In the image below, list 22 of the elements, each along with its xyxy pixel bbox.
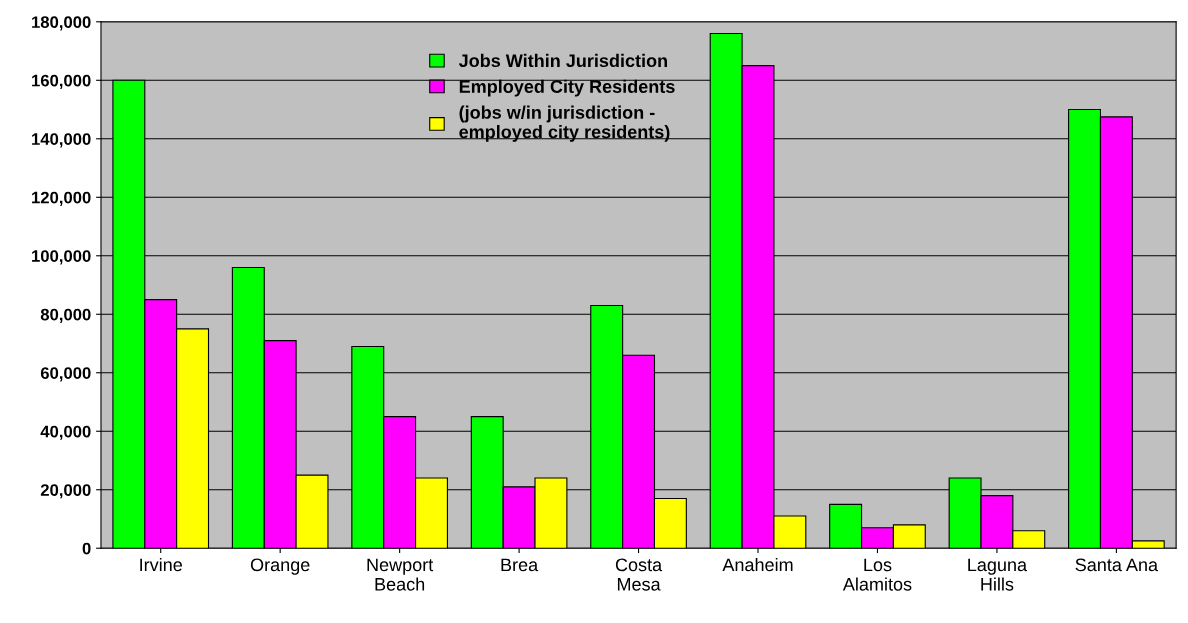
x-tick-label: Orange: [250, 558, 310, 575]
y-tick-label: 0: [82, 542, 91, 555]
y-tick-label: 180,000: [32, 16, 91, 31]
y-tick-label: 60,000: [40, 367, 91, 382]
legend-label: Jobs Within Jurisdiction: [458, 53, 667, 68]
x-tick-label: Santa Ana: [1075, 558, 1159, 572]
x-tick-label: Los Alamitos: [842, 558, 912, 591]
y-tick-label: 80,000: [40, 308, 91, 323]
y-tick-label: 140,000: [32, 133, 91, 148]
x-tick-label: Irvine: [140, 557, 182, 572]
legend-label: Employed City Residents: [459, 79, 675, 97]
legend-label: (jobs w/in jurisdiction - employed city residents): [459, 105, 670, 142]
y-tick-label: 40,000: [40, 425, 91, 440]
x-tick-label: Costa Mesa: [615, 558, 663, 591]
x-tick-label: Newport Beach: [367, 558, 434, 591]
x-tick-label: Brea: [501, 558, 539, 572]
y-tick-label: 160,000: [32, 74, 91, 89]
y-tick-label: 120,000: [32, 191, 91, 206]
x-tick-label: Anaheim: [722, 557, 793, 572]
x-tick-label: Laguna Hills: [968, 558, 1028, 591]
y-tick-label: 100,000: [32, 250, 91, 265]
y-tick-label: 20,000: [40, 484, 91, 499]
